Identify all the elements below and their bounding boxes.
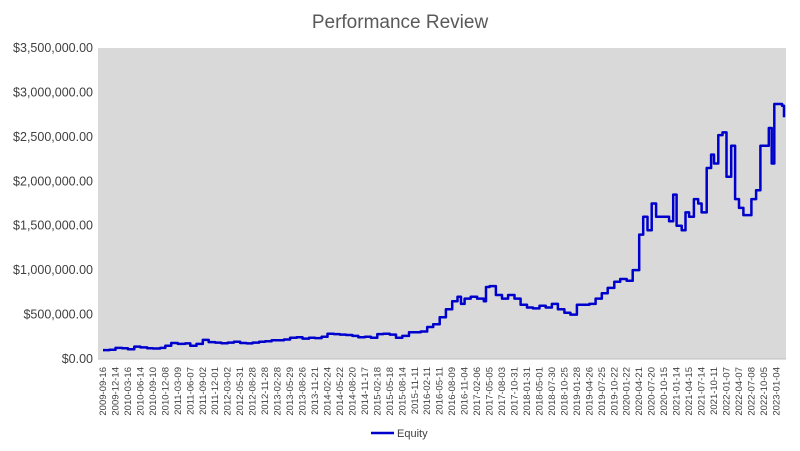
y-tick-label: $2,000,000.00 bbox=[13, 174, 93, 188]
x-tick-label: 2014-02-24 bbox=[322, 367, 333, 416]
x-tick-label: 2010-09-10 bbox=[148, 367, 159, 416]
x-tick-label: 2012-11-28 bbox=[260, 367, 271, 415]
y-tick-label: $2,500,000.00 bbox=[13, 130, 93, 144]
x-tick-label: 2021-04-15 bbox=[684, 367, 695, 416]
x-tick-label: 2019-04-26 bbox=[584, 367, 595, 416]
x-tick-label: 2017-02-06 bbox=[472, 367, 483, 416]
x-tick-label: 2016-02-11 bbox=[422, 367, 433, 415]
x-tick-label: 2016-08-09 bbox=[447, 367, 458, 416]
x-tick-label: 2013-08-26 bbox=[298, 367, 309, 416]
x-tick-label: 2022-07-08 bbox=[746, 367, 757, 416]
x-tick-label: 2012-05-31 bbox=[235, 367, 246, 416]
x-tick-label: 2022-10-05 bbox=[759, 367, 770, 416]
x-tick-label: 2017-05-05 bbox=[485, 367, 496, 416]
x-tick-label: 2018-05-01 bbox=[534, 367, 545, 416]
x-tick-label: 2020-04-21 bbox=[634, 367, 645, 416]
y-tick-label: $0.00 bbox=[62, 352, 93, 366]
x-tick-label: 2016-05-11 bbox=[435, 367, 446, 415]
x-tick-label: 2014-11-17 bbox=[360, 367, 371, 415]
legend-label-equity: Equity bbox=[397, 428, 428, 440]
x-tick-label: 2017-08-03 bbox=[497, 367, 508, 416]
x-tick-label: 2010-03-16 bbox=[123, 367, 134, 416]
x-tick-label: 2011-09-02 bbox=[198, 367, 209, 415]
y-tick-label: $500,000.00 bbox=[23, 308, 93, 322]
x-tick-label: 2019-01-28 bbox=[572, 367, 583, 416]
chart-title: Performance Review bbox=[312, 12, 489, 33]
x-tick-label: 2018-07-30 bbox=[547, 367, 558, 416]
x-tick-label: 2021-07-14 bbox=[697, 367, 708, 416]
y-axis: $0.00 $500,000.00 $1,000,000.00 $1,500,000.… bbox=[13, 41, 93, 366]
x-tick-label: 2011-12-01 bbox=[210, 367, 221, 415]
x-tick-label: 2020-01-22 bbox=[622, 367, 633, 416]
x-tick-label: 2009-09-16 bbox=[98, 367, 109, 416]
x-tick-label: 2022-01-07 bbox=[722, 367, 733, 416]
x-tick-label: 2011-06-07 bbox=[185, 367, 196, 415]
x-tick-label: 2014-05-22 bbox=[335, 367, 346, 416]
x-tick-label: 2010-06-14 bbox=[135, 367, 146, 416]
x-tick-label: 2017-10-31 bbox=[510, 367, 521, 416]
x-tick-label: 2019-07-25 bbox=[597, 367, 608, 416]
y-tick-label: $3,500,000.00 bbox=[13, 41, 93, 55]
x-tick-label: 2016-11-04 bbox=[460, 367, 471, 415]
x-tick-label: 2015-11-11 bbox=[410, 367, 421, 414]
x-tick-label: 2020-10-15 bbox=[659, 367, 670, 416]
x-tick-label: 2021-01-14 bbox=[672, 367, 683, 416]
legend: Equity bbox=[371, 428, 428, 440]
x-tick-label: 2009-12-14 bbox=[110, 367, 121, 416]
series-line-equity bbox=[103, 102, 786, 352]
x-axis: 2009-09-16 2009-12-14 2010-03-16 2010-06-14… bbox=[98, 367, 782, 416]
x-tick-label: 2023-01-04 bbox=[771, 367, 782, 416]
x-tick-label: 2010-12-08 bbox=[160, 367, 171, 416]
x-tick-label: 2015-02-18 bbox=[372, 367, 383, 416]
x-tick-label: 2012-03-02 bbox=[223, 367, 234, 416]
y-tick-label: $3,000,000.00 bbox=[13, 85, 93, 99]
x-tick-label: 2021-10-11 bbox=[709, 367, 720, 415]
x-tick-label: 2015-08-14 bbox=[397, 367, 408, 416]
x-tick-label: 2015-05-18 bbox=[385, 367, 396, 416]
x-tick-label: 2019-10-22 bbox=[609, 367, 620, 416]
x-tick-label: 2013-11-21 bbox=[310, 367, 321, 415]
x-tick-label: 2011-03-09 bbox=[173, 367, 184, 415]
x-tick-label: 2013-02-28 bbox=[273, 367, 284, 416]
plot-area bbox=[98, 48, 786, 359]
x-tick-label: 2022-04-07 bbox=[734, 367, 745, 416]
x-tick-label: 2013-05-29 bbox=[285, 367, 296, 416]
x-tick-label: 2014-08-20 bbox=[347, 367, 358, 416]
x-tick-label: 2012-08-28 bbox=[248, 367, 259, 416]
y-tick-label: $1,500,000.00 bbox=[13, 219, 93, 233]
y-tick-label: $1,000,000.00 bbox=[13, 263, 93, 277]
x-tick-label: 2018-01-31 bbox=[522, 367, 533, 416]
x-tick-label: 2018-10-25 bbox=[559, 367, 570, 416]
x-tick-label: 2020-07-20 bbox=[647, 367, 658, 416]
